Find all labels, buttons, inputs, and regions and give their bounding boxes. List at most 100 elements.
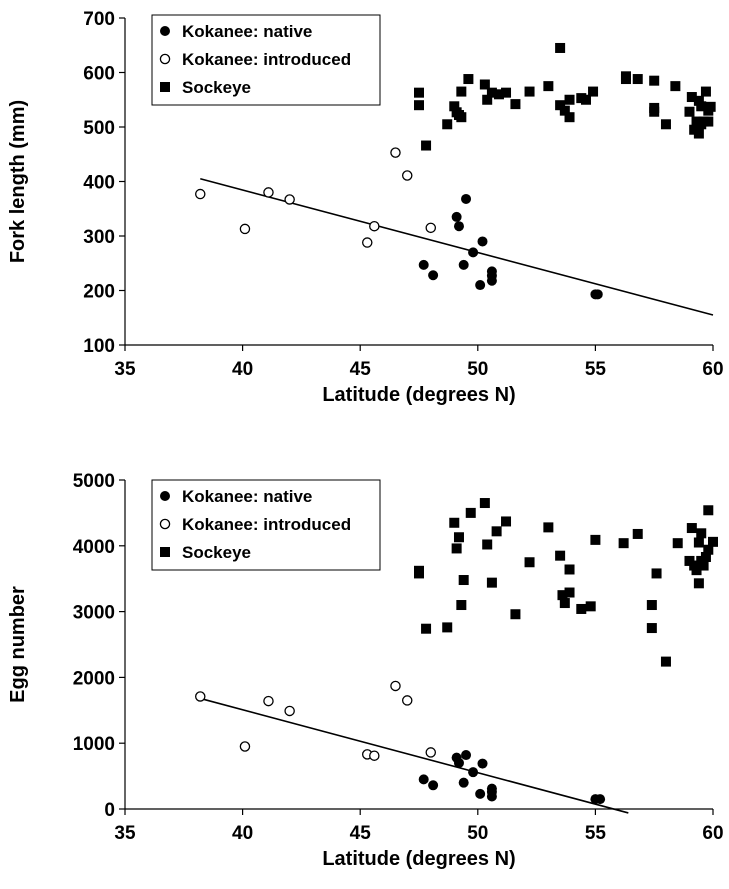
data-point [451, 211, 462, 222]
data-point [670, 81, 681, 92]
data-point [486, 791, 497, 802]
data-point [501, 87, 512, 98]
data-point [458, 259, 469, 270]
data-point [590, 534, 601, 545]
data-point [618, 538, 629, 549]
data-point [456, 86, 467, 97]
data-point [456, 600, 467, 611]
data-point [592, 289, 603, 300]
y-tick-label: 5000 [73, 471, 115, 492]
data-point [453, 532, 464, 543]
data-point [458, 575, 469, 586]
x-tick-label: 45 [350, 823, 372, 844]
data-point [696, 528, 707, 539]
data-point [468, 767, 479, 778]
data-point [453, 221, 464, 232]
data-point [698, 560, 709, 571]
data-point [479, 79, 490, 90]
data-point [482, 94, 493, 105]
x-tick-label: 40 [232, 359, 253, 380]
data-point [564, 587, 575, 598]
data-point [559, 598, 570, 609]
data-point [620, 74, 631, 85]
data-point [543, 522, 554, 533]
data-point [693, 578, 704, 589]
data-point [461, 750, 472, 761]
legend-label: Kokanee: introduced [182, 515, 351, 534]
data-point [672, 538, 683, 549]
y-tick-label: 500 [83, 118, 115, 139]
legend-marker [159, 518, 171, 530]
legend-label: Kokanee: native [182, 487, 312, 506]
legend-marker [159, 53, 171, 65]
data-point [428, 780, 439, 791]
y-tick-label: 3000 [73, 603, 115, 624]
data-point [263, 187, 274, 198]
data-point [458, 777, 469, 788]
data-point [239, 223, 251, 235]
data-point [555, 550, 566, 561]
regression-line [200, 178, 714, 316]
data-point [555, 42, 566, 53]
data-point [465, 507, 476, 518]
data-point [451, 543, 462, 554]
data-point [486, 87, 497, 98]
data-point [649, 106, 660, 117]
data-point [646, 600, 657, 611]
data-point [475, 280, 486, 291]
y-tick-label: 400 [83, 173, 115, 194]
data-point [693, 95, 704, 106]
series-filled-circle [418, 750, 606, 805]
x-tick-label: 40 [232, 823, 253, 844]
data-point [401, 170, 413, 181]
data-point [263, 695, 274, 707]
data-point [693, 128, 704, 139]
legend-label: Sockeye [182, 78, 251, 97]
x-tick-label: 35 [114, 823, 136, 844]
legend-label: Sockeye [182, 543, 251, 562]
data-point [703, 505, 714, 516]
data-point [421, 140, 432, 151]
data-point [414, 87, 424, 98]
y-tick-label: 0 [104, 800, 115, 821]
data-point [700, 86, 711, 97]
y-tick-label: 2000 [73, 668, 115, 689]
legend-box [151, 479, 381, 571]
y-tick-label: 4000 [73, 537, 115, 558]
data-point [524, 86, 535, 97]
y-tick-label: 300 [83, 227, 115, 248]
data-point [564, 94, 575, 105]
x-tick-label: 45 [350, 359, 372, 380]
data-point [576, 603, 587, 614]
legend-marker [160, 547, 170, 557]
data-point [463, 74, 474, 85]
data-point [493, 89, 504, 100]
data-point [414, 100, 424, 111]
series-filled-square [414, 498, 718, 667]
series-filled-square [414, 42, 716, 151]
data-point [559, 105, 570, 116]
data-point [510, 99, 521, 110]
data-point [477, 236, 488, 247]
data-point [418, 774, 429, 785]
data-point [239, 741, 251, 752]
data-point [369, 220, 380, 232]
data-point [461, 193, 472, 204]
data-point [418, 259, 429, 270]
legend-marker [160, 491, 170, 501]
data-point [428, 270, 439, 281]
data-point [456, 112, 467, 123]
data-point [708, 536, 718, 547]
data-point [524, 557, 535, 568]
data-point [449, 101, 460, 112]
data-point [482, 539, 493, 550]
data-point [703, 116, 714, 127]
data-point [684, 106, 695, 117]
data-point [691, 565, 702, 576]
data-point [703, 544, 714, 555]
data-point [696, 101, 707, 112]
data-point [646, 623, 657, 634]
data-point [585, 601, 596, 612]
data-point [705, 101, 716, 112]
